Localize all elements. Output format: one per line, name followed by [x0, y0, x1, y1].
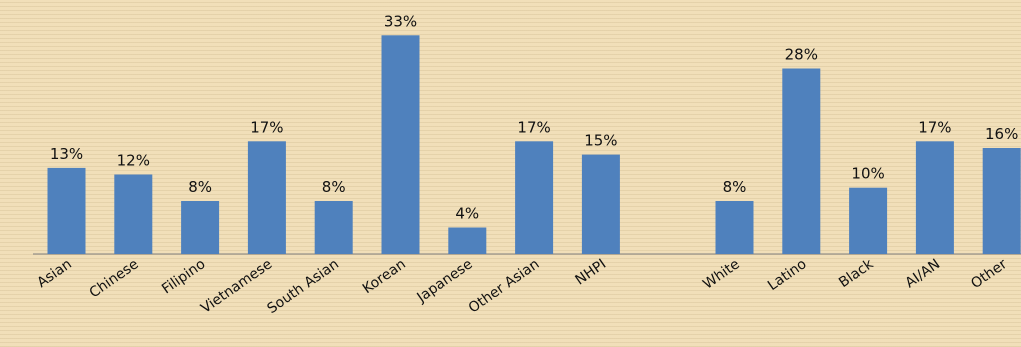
category-label-nhpi: NHPI	[573, 256, 610, 288]
bar-white	[715, 201, 754, 254]
bar-korean	[381, 35, 420, 254]
category-label-chinese: Chinese	[87, 256, 142, 301]
value-label-nhpi: 15%	[584, 132, 617, 150]
value-label-vietnamese: 17%	[250, 118, 283, 136]
category-label-korean: Korean	[360, 256, 409, 297]
category-label-latino: Latino	[765, 256, 810, 294]
category-label-filipino: Filipino	[159, 256, 208, 297]
value-label-south-asian: 8%	[322, 178, 346, 196]
bars-group	[47, 35, 1021, 254]
value-label-filipino: 8%	[188, 178, 212, 196]
bar-nhpi	[581, 154, 620, 254]
category-label-south-asian: South Asian	[265, 256, 342, 317]
category-label-other-asian: Other Asian	[466, 256, 543, 316]
value-label-latino: 28%	[785, 46, 818, 64]
bar-other	[982, 148, 1021, 254]
bar-other-asian	[515, 141, 554, 254]
bar-filipino	[181, 201, 220, 254]
value-label-other: 16%	[985, 125, 1018, 143]
bar-south-asian	[314, 201, 353, 254]
category-label-white: White	[700, 256, 743, 292]
value-label-ai-an: 17%	[918, 118, 951, 136]
value-labels-group: 13% 12% 8% 17% 8% 33% 4% 17% 15% 8% 28% 10% 17% 16%	[50, 12, 1019, 222]
value-label-japanese: 4%	[455, 205, 479, 223]
value-label-korean: 33%	[384, 12, 417, 30]
bar-japanese	[448, 227, 487, 254]
category-label-asian: Asian	[34, 256, 74, 291]
category-label-black: Black	[836, 256, 877, 291]
bar-latino	[782, 68, 821, 254]
category-label-vietnamese: Vietnamese	[198, 256, 275, 317]
value-label-asian: 13%	[50, 145, 83, 163]
bar-chinese	[114, 174, 153, 254]
value-label-other-asian: 17%	[517, 118, 550, 136]
value-label-black: 10%	[851, 165, 884, 183]
category-label-other: Other	[968, 256, 1010, 292]
category-label-ai-an: AI/AN	[902, 256, 943, 291]
category-label-japanese: Japanese	[414, 256, 476, 306]
value-label-chinese: 12%	[117, 152, 150, 170]
bar-black	[849, 187, 888, 254]
bar-asian	[47, 167, 86, 254]
bar-ai-an	[915, 141, 954, 254]
bar-vietnamese	[247, 141, 286, 254]
value-label-white: 8%	[723, 178, 747, 196]
